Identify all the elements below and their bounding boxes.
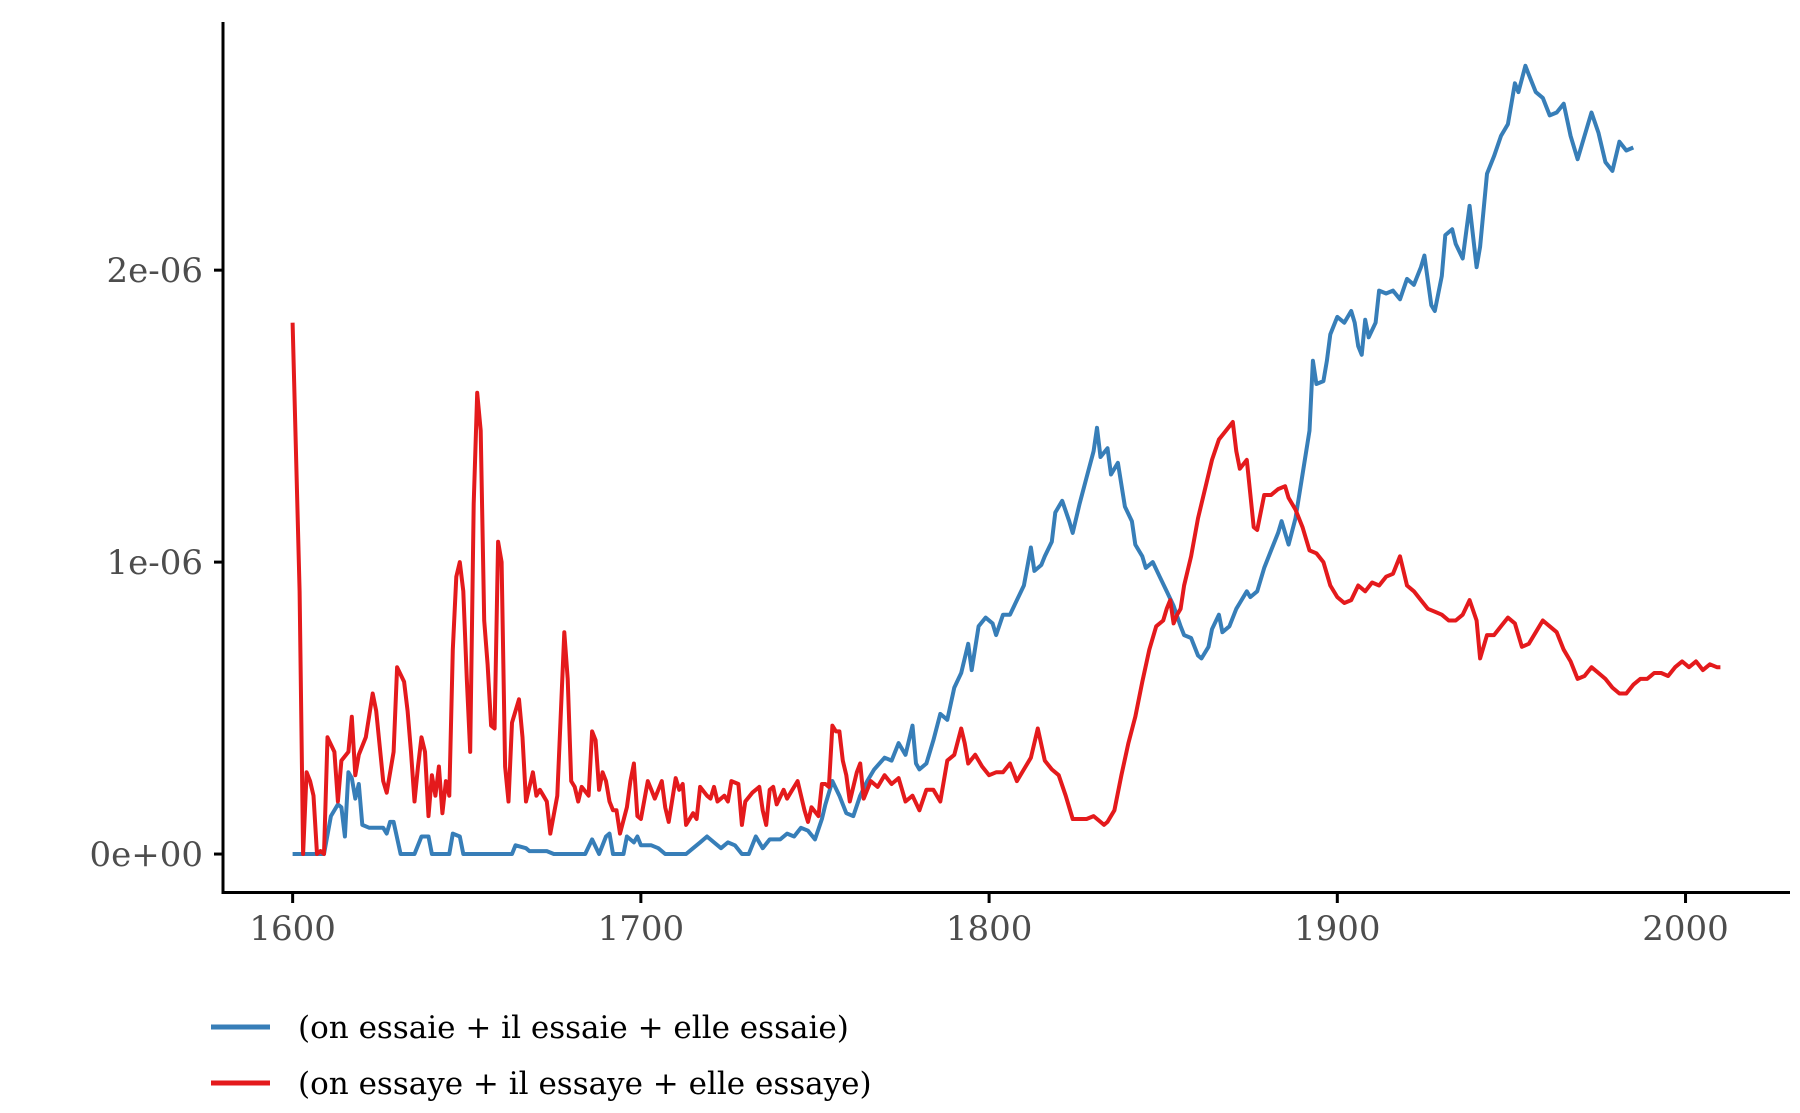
y-axis-ticks: 0e+00 1e-06 2e-06: [89, 251, 223, 875]
y-tick-label: 0e+00: [89, 835, 203, 875]
x-tick-label: 1900: [1294, 909, 1381, 949]
y-tick-label: 2e-06: [106, 251, 203, 291]
x-tick-label: 1700: [598, 909, 685, 949]
x-tick-label: 1800: [946, 909, 1033, 949]
series-line-1: [292, 63, 1635, 856]
legend-label-2: (on essaye + il essaye + elle essaye): [298, 1066, 872, 1102]
legend-label-1: (on essaie + il essaie + elle essaie): [298, 1010, 849, 1046]
y-tick-label: 1e-06: [106, 543, 203, 583]
x-tick-label: 1600: [249, 909, 336, 949]
plot-area: [290, 63, 1721, 856]
x-axis-ticks: 1600 1700 1800 1900 2000: [249, 894, 1729, 949]
x-tick-label: 2000: [1642, 909, 1729, 949]
series-line-2: [290, 322, 1721, 856]
legend: (on essaie + il essaie + elle essaie) (on…: [211, 1010, 872, 1102]
